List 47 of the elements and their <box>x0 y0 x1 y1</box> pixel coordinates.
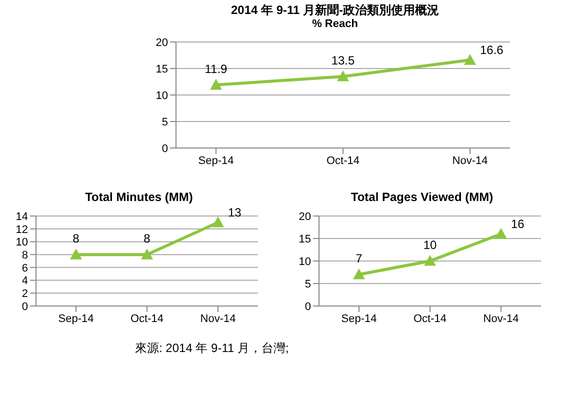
y-tick-label: 10 <box>16 236 28 249</box>
data-label: 8 <box>72 232 80 246</box>
y-tick-label: 6 <box>22 262 28 274</box>
x-tick-label: Oct-14 <box>413 312 447 325</box>
text: 來源: 2014 年 9-11 月，台灣; <box>135 340 290 357</box>
y-tick-label: 5 <box>162 116 168 128</box>
x-tick-label: Sep-14 <box>341 312 377 325</box>
data-label: 16.6 <box>480 43 504 58</box>
point <box>210 78 222 90</box>
data-label: 16 <box>511 217 525 231</box>
y-tick-label: 15 <box>156 63 168 76</box>
point <box>337 70 349 82</box>
point <box>464 54 476 65</box>
chart-title: 2014 年 9-11 月新聞-政治類別使用概況 <box>230 2 440 18</box>
point <box>495 228 507 239</box>
chart-title: Total Minutes (MM) <box>84 190 194 206</box>
y-tick-label: 10 <box>156 90 168 102</box>
y-tick-label: 0 <box>304 300 311 313</box>
data-label: 8 <box>144 232 151 246</box>
y-tick-label: 2 <box>22 288 28 300</box>
x-tick-label: Oct-14 <box>130 312 164 325</box>
x-tick-label: Sep-14 <box>198 154 234 167</box>
x-tick-label: Sep-14 <box>58 312 94 325</box>
y-tick-label: 10 <box>298 256 311 268</box>
data-label: 13 <box>228 205 242 220</box>
y-tick-label: 0 <box>22 300 28 313</box>
x-tick-label: Nov-14 <box>452 154 488 167</box>
chart-subtitle: % Reach <box>311 18 359 32</box>
point <box>424 255 436 266</box>
y-tick-label: 20 <box>298 210 311 223</box>
y-tick-label: 0 <box>162 142 168 155</box>
x-tick-label: Oct-14 <box>326 154 360 167</box>
y-tick-label: 14 <box>16 210 28 223</box>
y-tick-label: 12 <box>16 224 28 236</box>
y-tick-label: 4 <box>22 275 28 288</box>
y-tick-label: 20 <box>156 36 168 49</box>
point <box>353 268 365 280</box>
data-label: 10 <box>423 238 437 252</box>
data-label: 7 <box>356 252 363 266</box>
chart-title: Total Pages Viewed (MM) <box>350 190 494 206</box>
data-label: 11.9 <box>204 62 228 76</box>
y-tick-label: 8 <box>22 249 28 262</box>
x-tick-label: Nov-14 <box>200 312 236 325</box>
y-tick-label: 5 <box>304 278 311 290</box>
data-label: 13.5 <box>331 53 355 68</box>
x-tick-label: Nov-14 <box>483 312 519 325</box>
y-tick-label: 15 <box>298 233 311 246</box>
